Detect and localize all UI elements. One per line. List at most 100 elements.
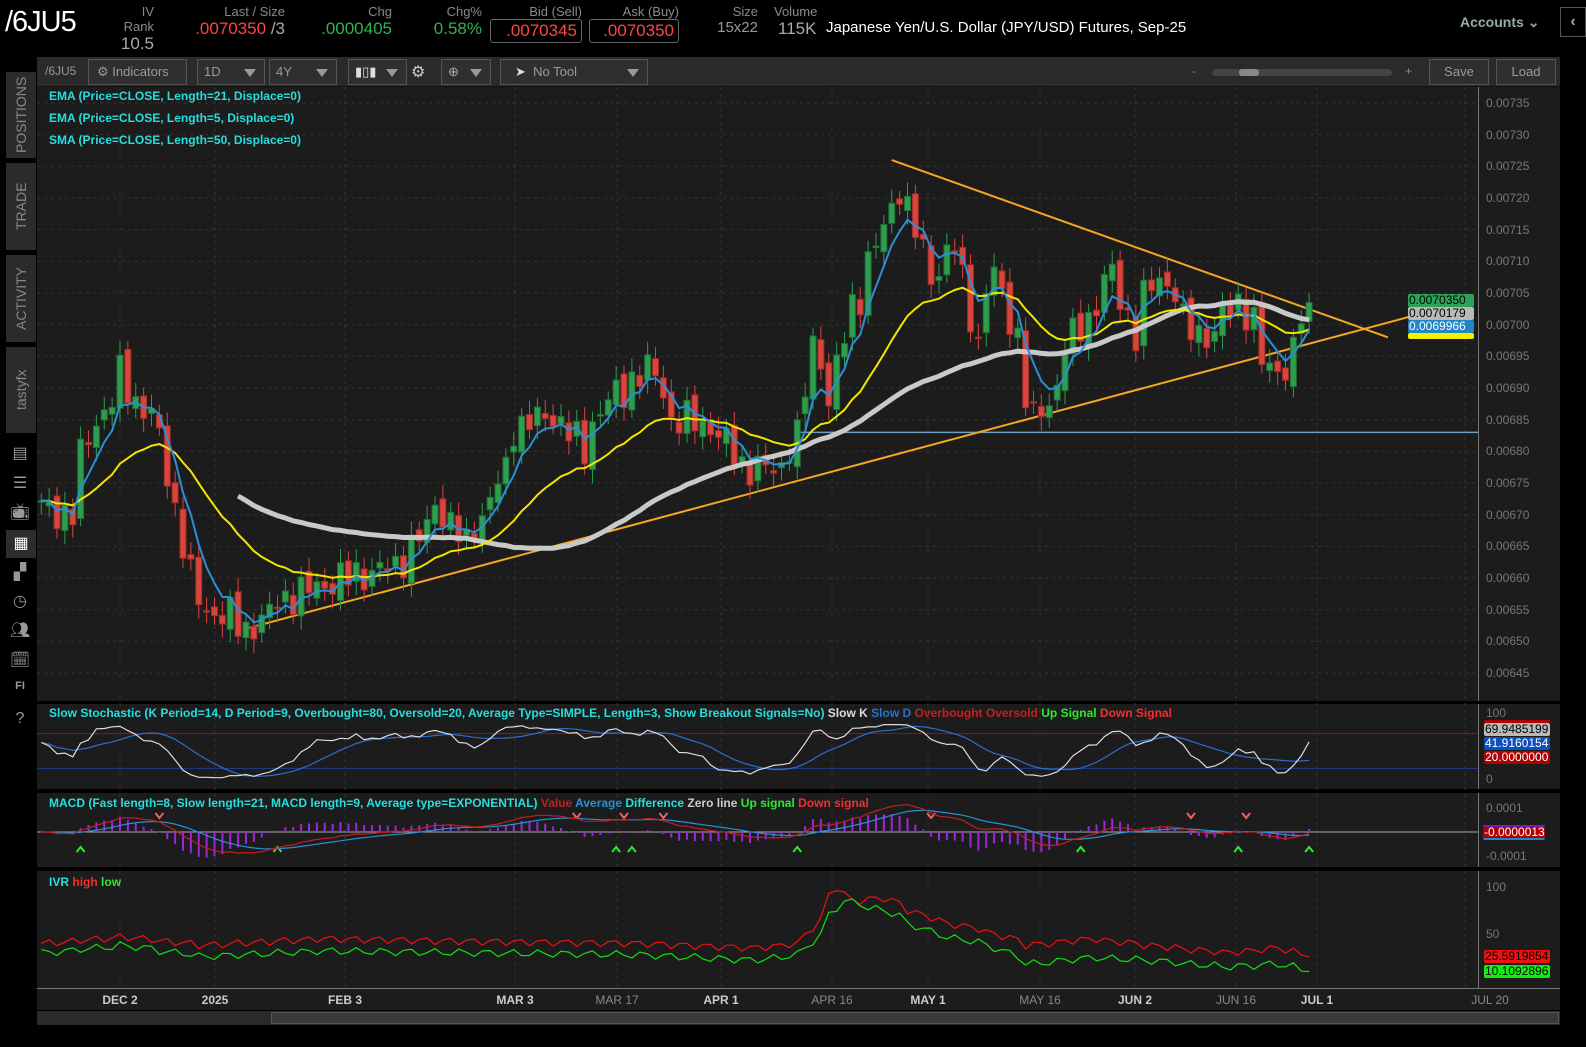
ivr-panel[interactable] [37,871,1478,988]
trendline [891,159,1389,339]
down-signal-arrow-icon [619,812,629,820]
save-button[interactable]: Save [1429,59,1489,85]
price-axis[interactable] [1478,87,1560,701]
macd-panel[interactable] [37,793,1478,867]
chart-grid-icon[interactable]: ▦ [6,530,36,558]
bid-value[interactable]: .0070345 [490,19,582,43]
load-button[interactable]: Load [1496,59,1556,85]
ivr-low-label: low [101,875,122,889]
date-label: JUL 20 [1471,993,1509,1007]
ema5-line [41,218,1310,624]
candle-body [943,244,951,276]
date-label: MAR 3 [496,993,534,1007]
community-icon[interactable]: 👥︎ [9,622,31,639]
candle-body [1077,312,1085,342]
iv-rank-label: IV Rank [123,4,154,34]
dashboard-icon[interactable]: ▞ [13,564,27,581]
drawing-tool-select[interactable]: ➤ No Tool [500,59,648,85]
candle-body [1037,405,1045,418]
candle-body [1045,405,1053,419]
stoch-up-signal: Up Signal [1041,706,1097,720]
chg-pct-label: Chg% [446,4,482,19]
candle-body [596,414,604,417]
candle-body [565,422,573,442]
down-signal-arrow-icon [658,812,669,820]
list-icon[interactable]: ☰ [12,475,28,492]
size-label: Size [732,4,758,19]
horizontal-scrollbar[interactable] [37,1011,1560,1025]
range-select[interactable]: 4Y [269,59,337,85]
zoom-in-button[interactable]: + [1405,64,1413,78]
ask-value[interactable]: .0070350 [589,19,679,43]
candle-body [187,554,195,560]
candle-body [305,570,313,594]
stoch-overbought: Overbought [914,706,983,720]
candle-body [675,421,683,434]
calendar-icon[interactable]: 🗓︎ [9,652,31,669]
candle-body [1116,259,1124,310]
zoom-slider[interactable] [1212,69,1392,76]
chart-settings-gear-icon[interactable]: ⚙ [411,64,426,81]
caret-down-icon [627,69,639,77]
change-pct: Chg% 0.58% [410,4,482,39]
candle-body [998,270,1006,289]
interval-value: 1D [204,64,221,79]
stoch-slowd: Slow D [871,706,912,720]
candle-body [699,420,707,438]
trendline [245,311,1428,630]
macd-tick-neg: -0.0001 [1486,849,1527,863]
bid-button[interactable]: Bid (Sell) .0070345 [490,4,582,43]
ask-button[interactable]: Ask (Buy) .0070350 [589,4,679,43]
candle-body [589,421,596,471]
accounts-label: Accounts [1460,14,1524,30]
candle-body [1297,323,1305,335]
candle-body [1069,317,1077,355]
candle-body [352,562,360,582]
indicators-label: Indicators [112,64,169,79]
zoom-slider-thumb[interactable] [1239,69,1259,76]
clock-icon[interactable]: ◷ [13,593,27,610]
chart-report-icon[interactable]: ▤ [12,445,28,462]
last-size-label: Last / Size [224,4,285,19]
ivr-high-line [41,890,1310,958]
date-label: JUL 1 [1300,993,1334,1007]
ema21-badge [1408,333,1474,339]
macd-difference: Difference [625,796,685,810]
legend-ema5: EMA (Price=CLOSE, Length=5, Displace=0) [49,111,295,125]
macd-down-signal: Down signal [798,796,869,810]
candle-body [1274,360,1282,373]
drawing-style-select[interactable]: ⊕ [441,59,491,85]
candle-body [778,462,785,469]
up-signal-arrow-icon [627,845,637,853]
accounts-menu[interactable]: Accounts ⌄ [1460,14,1539,31]
candle-body [1266,362,1274,372]
candle-body [274,606,281,610]
zoom-out-button[interactable]: - [1192,64,1196,78]
candle-body [439,498,447,528]
candle-body [628,371,636,411]
stoch-overbought-badge [1484,720,1550,723]
chart-type-select[interactable]: ▮▯▮ [348,59,407,85]
candle-body [518,415,526,453]
up-signal-arrow-icon [75,845,86,853]
candle-body [549,414,557,427]
candle-body [1187,297,1195,341]
up-signal-arrow-icon [1233,845,1244,853]
interval-select[interactable]: 1D [197,59,265,85]
help-icon[interactable]: ? [15,710,25,727]
sma50-line [236,299,1310,551]
legend-sma50: SMA (Price=CLOSE, Length=50, Displace=0) [49,133,301,147]
scrollbar-thumb[interactable] [271,1012,1559,1024]
candle-body [486,496,494,511]
fi-icon[interactable]: FI [15,680,25,692]
candle-body [967,264,974,333]
candle-body [1006,281,1014,335]
size-value: 15x22 [717,19,758,36]
tv-icon[interactable]: 📺︎ [9,504,31,521]
indicators-button[interactable]: ⚙ Indicators [88,59,187,85]
candle-body [242,621,250,639]
legend-stochastic: Slow Stochastic (K Period=14, D Period=9… [49,706,1172,720]
candle-body [872,245,880,249]
candle-body [888,202,896,224]
ivr-tick-50: 50 [1486,927,1500,941]
